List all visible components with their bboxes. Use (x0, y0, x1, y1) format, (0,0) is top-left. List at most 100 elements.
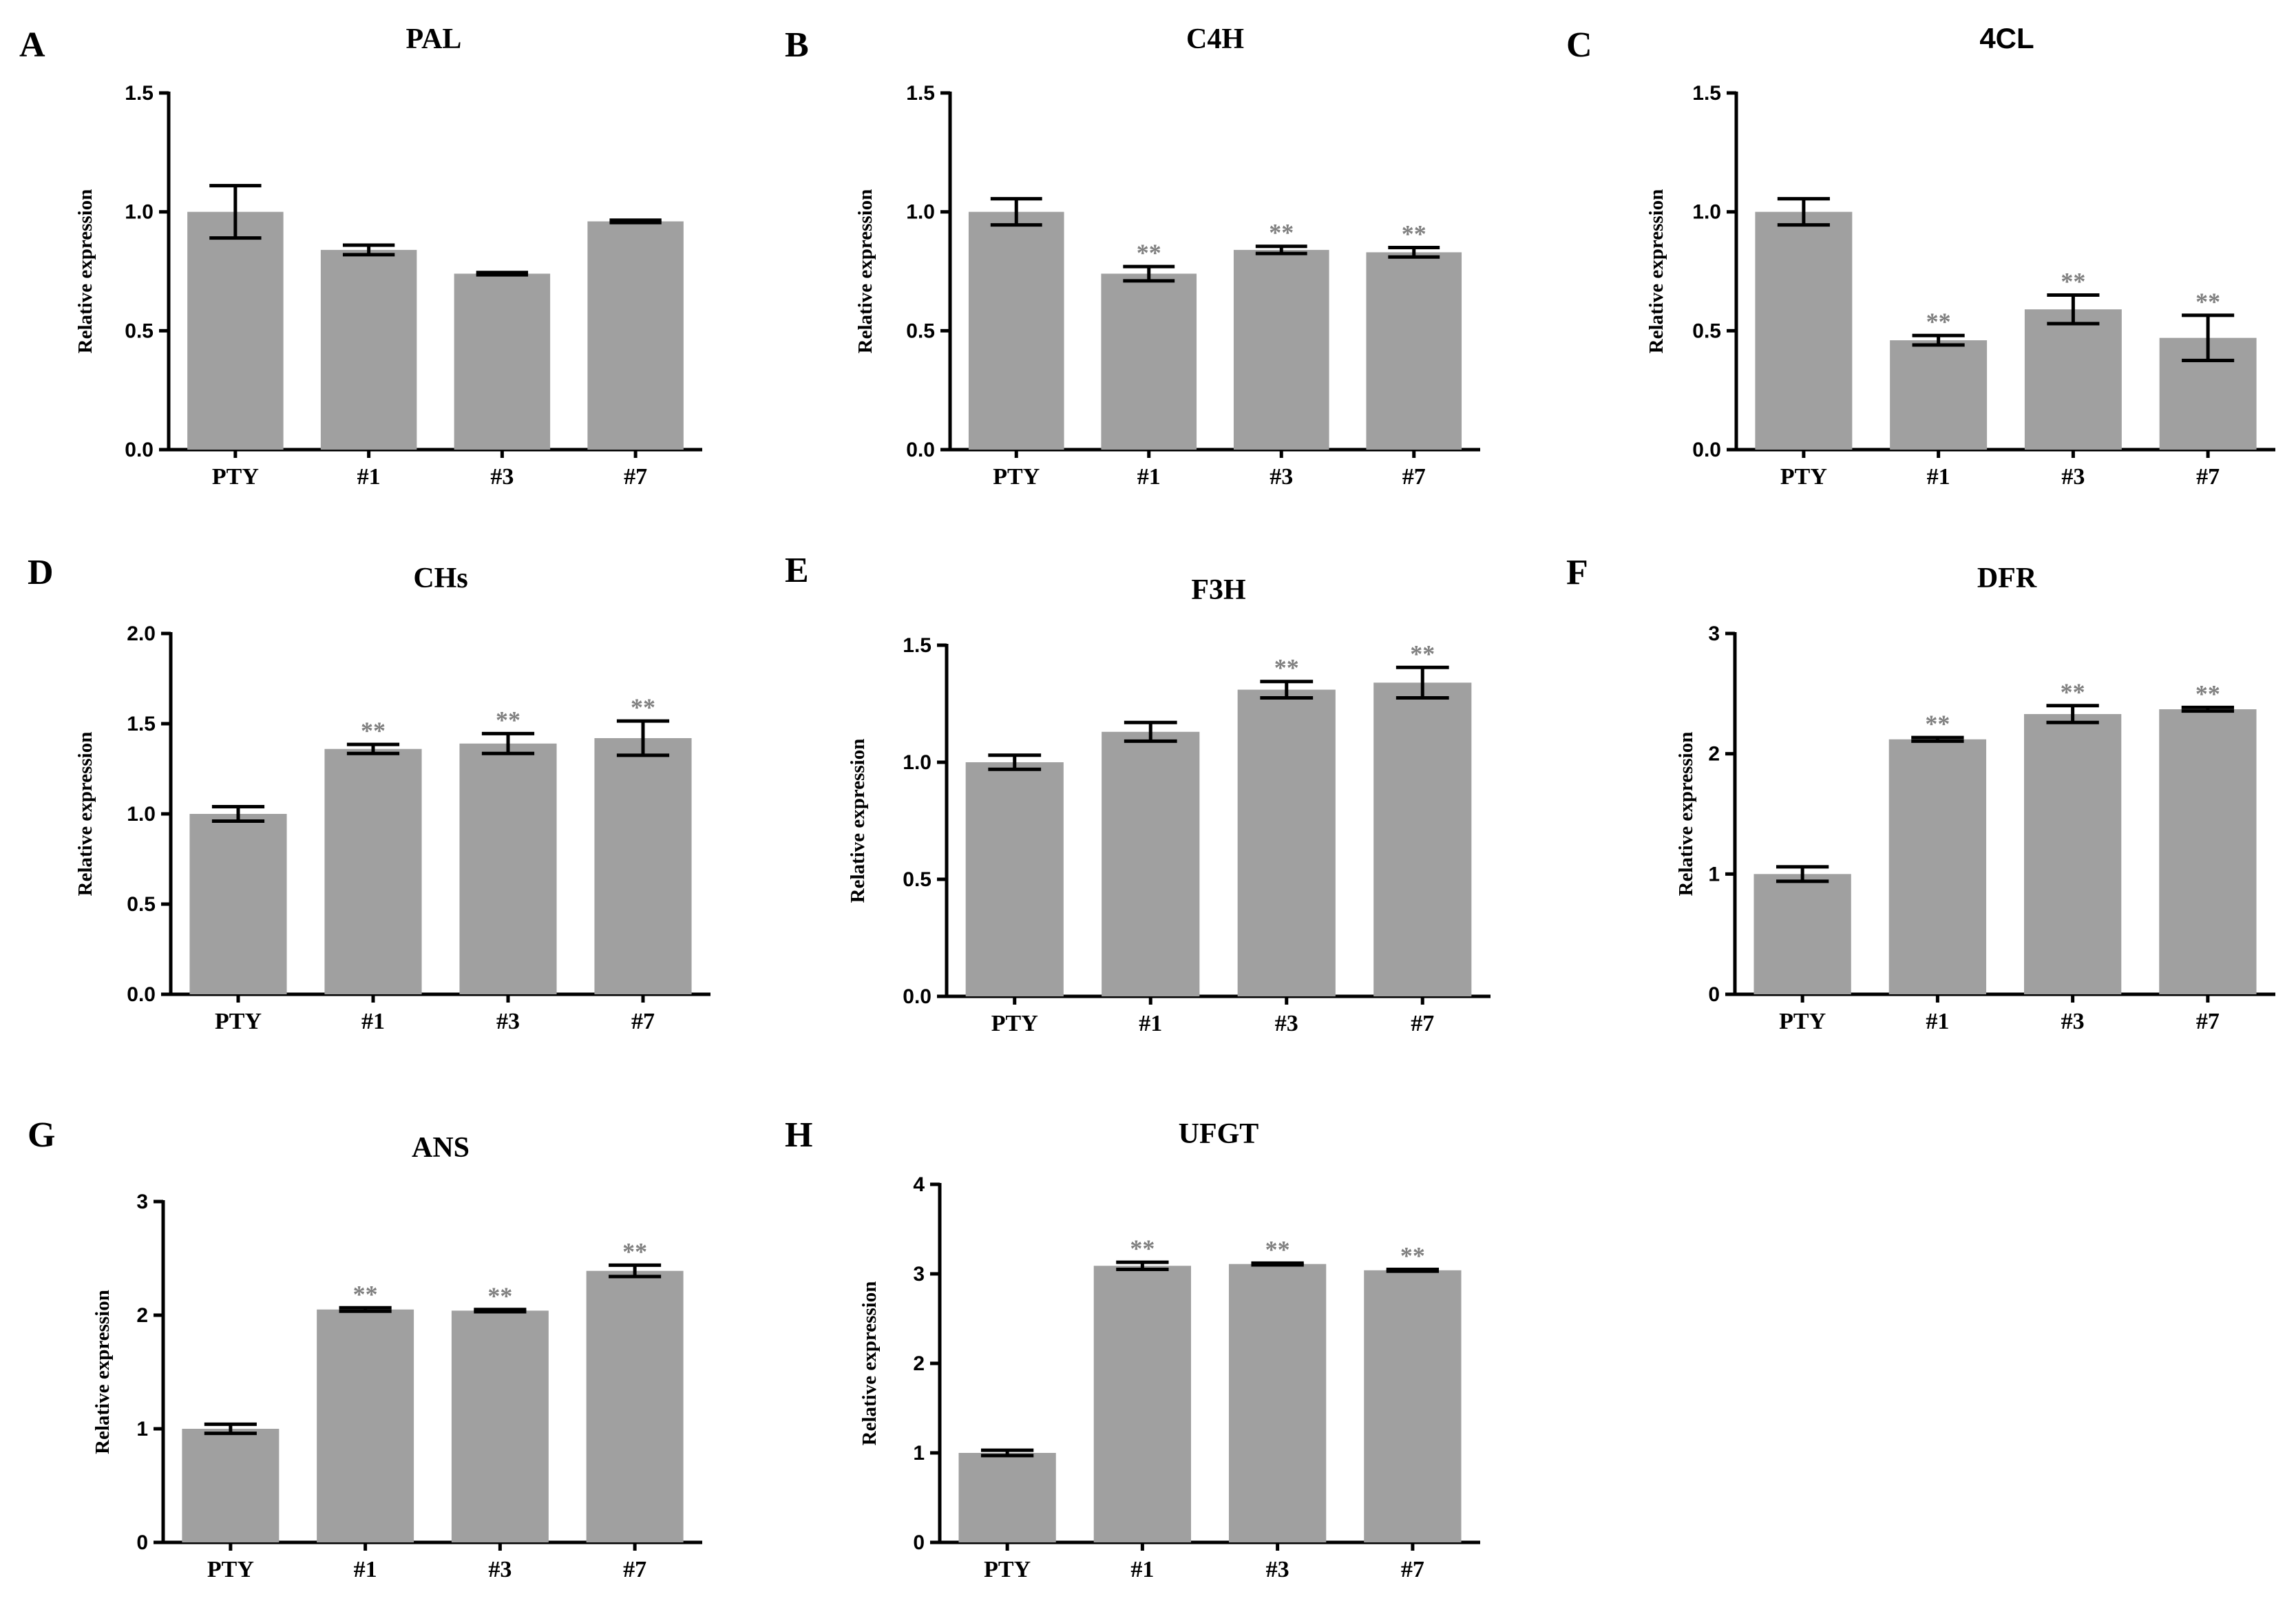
chart-panel-a: A PAL Relative expression 0.0 0.5 1.0 1.5 PTY #1… (19, 23, 702, 490)
x-tick-label: PTY (207, 1557, 254, 1582)
chart-title: C4H (1186, 23, 1244, 55)
panel-letter: F (1566, 553, 1588, 592)
y-tick-label: 0.5 (125, 319, 154, 342)
y-tick-label: 2 (136, 1304, 148, 1327)
x-tick-label: PTY (984, 1557, 1031, 1582)
chart-title: PAL (406, 23, 462, 55)
y-tick-label: 0.0 (1692, 439, 1721, 461)
y-tick-label: 1.0 (1692, 201, 1721, 224)
bar-e-1 (1102, 731, 1200, 996)
y-tick-label: 1.5 (906, 82, 935, 105)
x-tick-label: PTY (215, 1009, 262, 1034)
significance-mark: ** (1926, 308, 1951, 335)
significance-mark: ** (2195, 288, 2220, 315)
x-tick-label: PTY (1779, 1009, 1826, 1034)
x-tick-label: #7 (631, 1009, 655, 1034)
bar-b-1 (1101, 273, 1197, 450)
x-tick-label: #3 (1270, 464, 1293, 490)
x-tick-label: #1 (1927, 464, 1950, 490)
x-tick-label: #1 (1926, 1009, 1949, 1034)
chart-panel-b: B C4H Relative expression 0.0 0.5 1.0 1.5 PTY **… (785, 23, 1480, 490)
significance-mark: ** (487, 1282, 512, 1310)
x-tick-label: #7 (623, 1557, 646, 1582)
y-tick-label: 2 (913, 1352, 925, 1375)
y-tick-label: 0 (1708, 983, 1720, 1006)
y-tick-label: 1.0 (906, 201, 935, 224)
y-axis-label: Relative expression (92, 1290, 114, 1454)
significance-mark: ** (496, 706, 520, 733)
y-axis-label: Relative expression (1645, 189, 1667, 354)
x-tick-label: #3 (2061, 464, 2085, 490)
panel-letter: B (785, 25, 809, 65)
chart-panel-c: C 4CL Relative expression 0.0 0.5 1.0 1.5 PTY **… (1566, 22, 2275, 490)
x-tick-label: #1 (1139, 1011, 1162, 1036)
chart-panel-d: D CHs Relative expression 0.0 0.5 1.0 1.5 2.0 PT… (28, 553, 710, 1034)
chart-panel-g: G ANS Relative expression 0 1 2 3 PTY ** #1 ** #3 **… (28, 1115, 702, 1582)
significance-mark: ** (622, 1237, 647, 1265)
x-tick-label: PTY (993, 464, 1040, 490)
y-tick-label: 2 (1708, 743, 1720, 766)
bar-h-1 (1093, 1266, 1192, 1542)
y-tick-label: 1.0 (125, 201, 154, 224)
significance-mark: ** (353, 1280, 378, 1308)
y-tick-label: 0.0 (125, 439, 154, 461)
bar-f-2 (2023, 714, 2122, 994)
panel-letter: D (28, 553, 54, 592)
panel-letter: H (785, 1115, 812, 1155)
bar-d-3 (594, 737, 692, 994)
x-tick-label: #3 (496, 1009, 520, 1034)
y-tick-label: 2.0 (127, 622, 156, 645)
x-tick-label: #3 (1266, 1557, 1289, 1582)
significance-mark: ** (1269, 219, 1294, 247)
x-tick-label: #1 (1130, 1557, 1154, 1582)
x-tick-label: #1 (1137, 464, 1161, 490)
y-tick-label: 0.0 (906, 439, 935, 461)
x-tick-label: #3 (488, 1557, 512, 1582)
y-tick-label: 3 (913, 1263, 925, 1286)
x-tick-label: #3 (1275, 1011, 1298, 1036)
x-tick-label: #3 (490, 464, 514, 490)
significance-mark: ** (2195, 680, 2220, 707)
chart-title: DFR (1977, 563, 2037, 594)
y-tick-label: 1 (136, 1418, 148, 1440)
bar-a-3 (587, 221, 684, 450)
bar-a-2 (454, 273, 551, 450)
bar-f-3 (2159, 709, 2257, 994)
chart-title: ANS (412, 1132, 470, 1164)
bar-e-0 (965, 762, 1064, 996)
y-tick-label: 0.5 (906, 319, 935, 342)
bar-d-2 (459, 743, 557, 994)
bar-d-1 (324, 748, 422, 994)
x-tick-label: #7 (1401, 1557, 1424, 1582)
y-axis-label: Relative expression (74, 732, 96, 897)
y-tick-label: 1.5 (1692, 82, 1721, 105)
y-axis-label: Relative expression (854, 189, 876, 354)
bar-b-2 (1233, 249, 1329, 450)
bar-c-1 (1890, 340, 1988, 450)
y-tick-label: 1 (913, 1442, 925, 1465)
y-axis-label: Relative expression (859, 1281, 881, 1446)
bar-c-2 (2024, 309, 2122, 450)
bar-g-1 (317, 1309, 414, 1542)
bar-h-2 (1228, 1264, 1327, 1542)
x-tick-label: PTY (991, 1011, 1038, 1036)
chart-title: UFGT (1179, 1118, 1259, 1150)
y-tick-label: 1.5 (903, 634, 931, 657)
significance-mark: ** (1925, 710, 1950, 737)
panel-letter: C (1566, 25, 1592, 65)
panel-letter: A (19, 25, 45, 65)
chart-panel-f: F DFR Relative expression 0 1 2 3 PTY ** #1 ** #3 **… (1566, 553, 2275, 1034)
x-tick-label: #1 (357, 464, 381, 490)
y-tick-label: 0.5 (903, 868, 931, 891)
x-tick-label: #1 (361, 1009, 385, 1034)
bar-g-0 (182, 1429, 280, 1542)
bar-f-0 (1753, 874, 1851, 994)
bar-d-0 (189, 814, 287, 994)
x-tick-label: #7 (1411, 1011, 1434, 1036)
panel-letter: E (785, 551, 809, 590)
significance-mark: ** (1400, 1242, 1425, 1270)
chart-title: 4CL (1979, 22, 2034, 54)
y-axis-label: Relative expression (847, 739, 869, 903)
significance-mark: ** (1265, 1235, 1290, 1263)
